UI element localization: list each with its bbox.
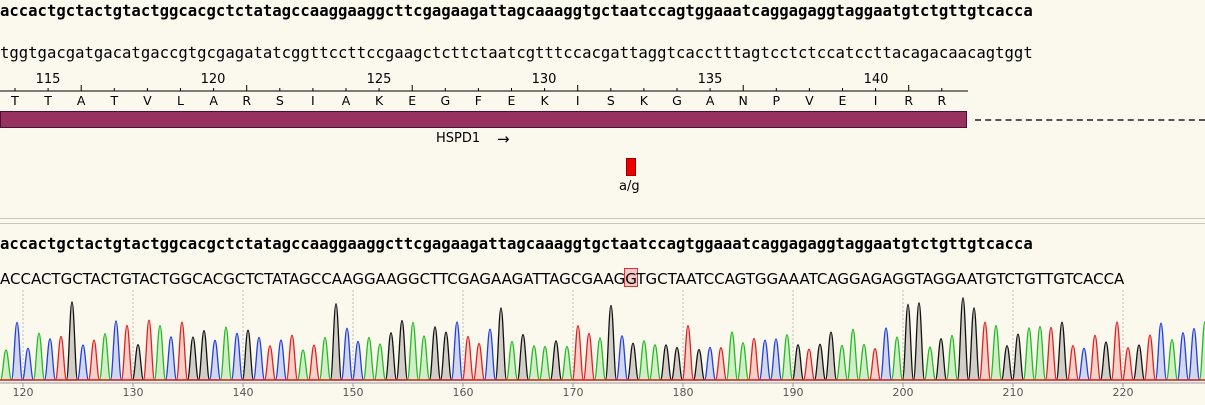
ruler-label: 135	[697, 72, 723, 87]
gene-label[interactable]: HSPD1	[436, 131, 481, 146]
gene-feature-bar[interactable]	[0, 111, 967, 128]
amino-acid: F	[474, 93, 482, 108]
panel-divider	[0, 218, 1205, 219]
amino-acid: K	[374, 93, 384, 108]
trace-axis-label: 120	[13, 386, 34, 399]
panel-divider-2	[0, 223, 1205, 224]
gene-continuation-dashes	[975, 119, 1205, 121]
amino-acid: K	[639, 93, 648, 108]
trace-axis-label: 130	[123, 386, 144, 399]
trace-axis-label: 200	[893, 386, 914, 399]
chromatogram-trace: 120 130 140 150 160 170 180 190 200 210 220	[0, 290, 1205, 399]
ruler-label: 120	[200, 72, 226, 87]
amino-acid: E	[507, 93, 516, 108]
ruler-label: 115	[35, 72, 61, 87]
trace-axis-label: 180	[673, 386, 694, 399]
amino-acid: G	[672, 93, 682, 108]
amino-acid: S	[275, 93, 284, 108]
amino-acid: E	[838, 93, 847, 108]
ruler-label: 125	[366, 72, 392, 87]
amino-acid: V	[805, 93, 814, 108]
amino-acid: V	[143, 93, 152, 108]
trace-axis-label: 160	[453, 386, 474, 399]
read-sequence: accactgctactgtactggcacgctctatagccaaggaag…	[0, 235, 1033, 253]
basecall-row: ACCACTGCTACTGTACTGGCACGCTCTATAGCCAAGGAAG…	[0, 270, 1205, 288]
amino-acid: L	[177, 93, 184, 108]
amino-acid: I	[575, 93, 580, 108]
variant-label: a/g	[619, 179, 640, 194]
trace-axis-label: 210	[1003, 386, 1024, 399]
amino-acid: R	[242, 93, 252, 108]
basecalls-after: AAGGTGCTAATCCAGTGGAAATCAGGAGAGGTAGGAATGT…	[592, 270, 1125, 288]
amino-acid: K	[540, 93, 549, 108]
trace-axis-label: 150	[343, 386, 364, 399]
ruler-label: 140	[863, 72, 889, 87]
amino-acid: I	[311, 93, 315, 108]
direction-arrow-icon: →	[497, 130, 510, 148]
amino-acid: T	[44, 93, 52, 108]
basecalls-before: ACCACTGCTACTGTACTGGCACGCTCTATAGCCAAGGAAG…	[0, 270, 582, 288]
amino-acid: S	[606, 93, 615, 108]
amino-acid: R	[937, 93, 947, 108]
amino-acid: A	[705, 93, 715, 108]
amino-acid: T	[110, 93, 119, 108]
trace-axis-label: 140	[233, 386, 254, 399]
amino-acid: N	[738, 93, 748, 108]
reference-sequence: accactgctactgtactggcacgctctatagccaaggaag…	[0, 2, 1033, 20]
ruler-label: 130	[531, 72, 557, 87]
trace-axis-label: 170	[563, 386, 584, 399]
amino-acid: E	[408, 93, 417, 108]
amino-acid: A	[209, 93, 218, 108]
basecall-highlight[interactable]	[624, 268, 638, 287]
variant-marker[interactable]	[626, 158, 636, 176]
amino-acid: I	[873, 93, 878, 108]
amino-acid: T	[11, 93, 19, 108]
amino-acid: R	[904, 93, 914, 108]
complement-sequence: tggtgacgatgacatgaccgtgcgagatatcggttccttc…	[0, 44, 1033, 62]
amino-acid: G	[440, 93, 451, 108]
trace-axis-label: 190	[783, 386, 804, 399]
amino-acid: P	[772, 93, 781, 108]
amino-acid: A	[76, 93, 86, 108]
amino-acid: A	[341, 93, 351, 108]
trace-axis-label: 220	[1113, 386, 1134, 399]
top-ruler: 115 120 125 130 135 140	[0, 72, 970, 94]
basecall-highlighted: G	[581, 270, 593, 288]
